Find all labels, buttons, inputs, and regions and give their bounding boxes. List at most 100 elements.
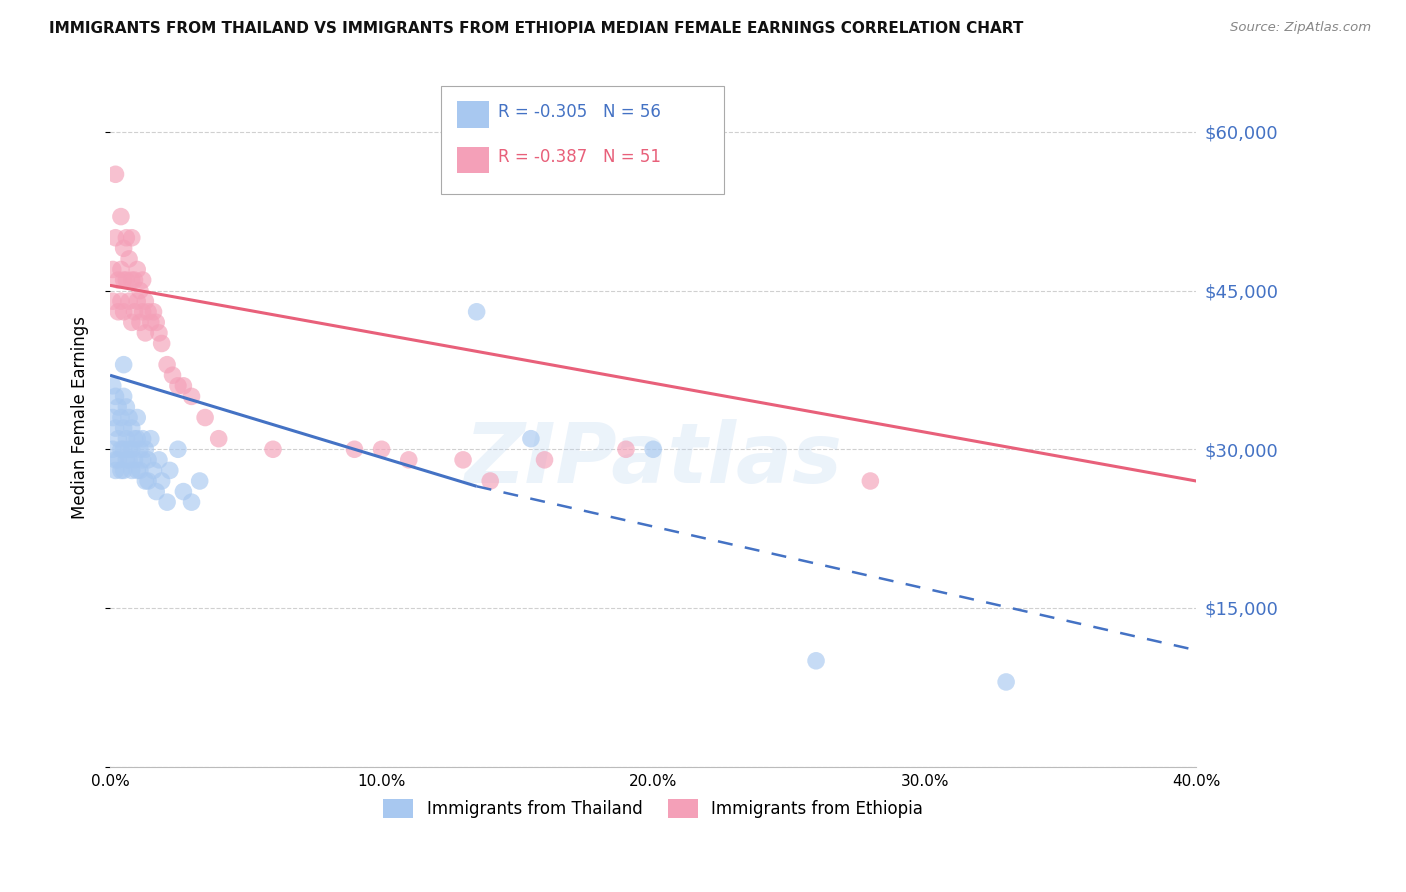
Point [129, 442, 152, 457]
Bar [457, 102, 489, 128]
Point [136, 453, 159, 467]
Point [343, 442, 366, 457]
Text: R = -0.305   N = 56: R = -0.305 N = 56 [498, 103, 661, 120]
Point [136, 305, 159, 319]
Point [131, 305, 153, 319]
Point [172, 379, 194, 393]
Point [167, 379, 190, 393]
Point [131, 453, 153, 467]
Point [162, 368, 184, 383]
Point [115, 432, 138, 446]
Point [118, 453, 141, 467]
Point [129, 315, 152, 329]
Point [101, 379, 124, 393]
Point [262, 442, 284, 457]
Point [156, 495, 179, 509]
Point [115, 231, 138, 245]
Bar [457, 146, 489, 173]
Point [134, 442, 156, 457]
Point [156, 358, 179, 372]
Point [136, 474, 159, 488]
Point [159, 463, 181, 477]
Point [172, 484, 194, 499]
Point [110, 294, 132, 309]
Point [145, 484, 167, 499]
Point [115, 400, 138, 414]
Point [107, 305, 129, 319]
Point [104, 167, 127, 181]
Text: Source: ZipAtlas.com: Source: ZipAtlas.com [1230, 21, 1371, 34]
Point [451, 453, 474, 467]
Point [167, 442, 190, 457]
Point [150, 336, 173, 351]
Point [139, 315, 162, 329]
Point [101, 442, 124, 457]
Text: ZIPatlas: ZIPatlas [464, 419, 842, 500]
Point [124, 305, 146, 319]
Point [110, 442, 132, 457]
Point [180, 389, 202, 403]
Point [124, 273, 146, 287]
Point [520, 432, 543, 446]
Point [121, 273, 143, 287]
Point [101, 262, 124, 277]
Point [112, 442, 135, 457]
Point [115, 273, 138, 287]
Point [112, 389, 135, 403]
Point [112, 305, 135, 319]
Point [121, 463, 143, 477]
Legend: Immigrants from Thailand, Immigrants from Ethiopia: Immigrants from Thailand, Immigrants fro… [377, 792, 929, 824]
Point [131, 432, 153, 446]
Point [148, 453, 170, 467]
Text: R = -0.387   N = 51: R = -0.387 N = 51 [498, 148, 661, 166]
Point [110, 410, 132, 425]
Point [112, 463, 135, 477]
Point [121, 421, 143, 435]
Point [127, 294, 149, 309]
Point [398, 453, 420, 467]
Point [118, 410, 141, 425]
FancyBboxPatch shape [441, 86, 724, 194]
Point [145, 315, 167, 329]
Point [127, 262, 149, 277]
Point [101, 294, 124, 309]
Point [859, 474, 882, 488]
Point [142, 463, 165, 477]
Point [533, 453, 555, 467]
Point [110, 262, 132, 277]
Point [194, 410, 217, 425]
Point [148, 326, 170, 340]
Point [104, 421, 127, 435]
Point [121, 315, 143, 329]
Point [370, 442, 392, 457]
Point [150, 474, 173, 488]
Point [115, 453, 138, 467]
Point [127, 410, 149, 425]
Point [142, 305, 165, 319]
Point [129, 284, 152, 298]
Point [127, 463, 149, 477]
Point [134, 294, 156, 309]
Point [465, 305, 488, 319]
Point [131, 273, 153, 287]
Point [995, 675, 1018, 690]
Point [107, 400, 129, 414]
Point [134, 326, 156, 340]
Point [104, 231, 127, 245]
Point [112, 241, 135, 255]
Point [110, 210, 132, 224]
Point [118, 294, 141, 309]
Point [479, 474, 502, 488]
Point [134, 474, 156, 488]
Point [104, 453, 127, 467]
Point [104, 463, 127, 477]
Point [180, 495, 202, 509]
Point [614, 442, 637, 457]
Point [804, 654, 827, 668]
Point [139, 432, 162, 446]
Point [112, 273, 135, 287]
Point [124, 432, 146, 446]
Point [118, 442, 141, 457]
Y-axis label: Median Female Earnings: Median Female Earnings [72, 316, 89, 519]
Point [112, 358, 135, 372]
